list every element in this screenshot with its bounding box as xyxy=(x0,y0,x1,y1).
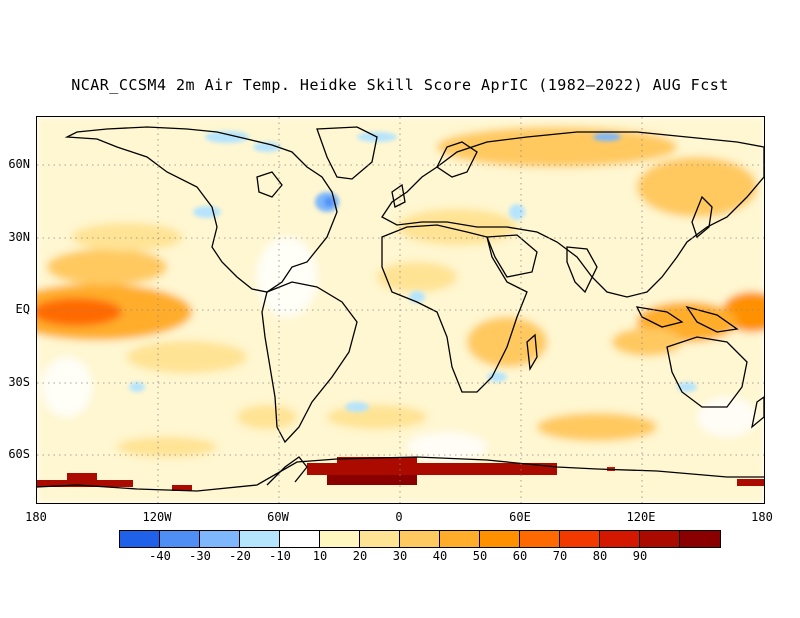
color-legend-swatch xyxy=(520,531,560,547)
lon-label-60w: 60W xyxy=(267,510,289,524)
color-legend-label: 50 xyxy=(472,549,488,563)
color-legend-label: 20 xyxy=(352,549,368,563)
color-legend-swatch xyxy=(480,531,520,547)
map-panel xyxy=(36,116,765,504)
color-legend-label: -10 xyxy=(269,549,291,563)
color-legend-swatch xyxy=(160,531,200,547)
color-legend-swatch xyxy=(360,531,400,547)
color-legend-swatch xyxy=(400,531,440,547)
color-legend-label: -40 xyxy=(149,549,171,563)
lon-label-120e: 120E xyxy=(626,510,656,524)
lat-label-60s: 60S xyxy=(8,447,30,461)
color-legend-swatch xyxy=(320,531,360,547)
color-legend-swatch xyxy=(240,531,280,547)
lon-label-180e: 180 xyxy=(751,510,773,524)
color-legend xyxy=(119,530,721,548)
color-legend-label: 30 xyxy=(392,549,408,563)
plot-title: NCAR_CCSM4 2m Air Temp. Heidke Skill Sco… xyxy=(71,76,729,94)
color-legend-swatch xyxy=(640,531,680,547)
color-legend-label: -20 xyxy=(229,549,251,563)
color-legend-label: 40 xyxy=(432,549,448,563)
color-legend-label: -30 xyxy=(189,549,211,563)
color-legend-swatch xyxy=(440,531,480,547)
lat-label-30s: 30S xyxy=(8,375,30,389)
antarctic-high-skill xyxy=(37,457,764,491)
lon-label-180w: 180 xyxy=(25,510,47,524)
color-legend-swatch xyxy=(560,531,600,547)
lon-label-0: 0 xyxy=(395,510,403,524)
color-legend-label: 80 xyxy=(592,549,608,563)
coastlines xyxy=(37,126,764,492)
color-legend-swatch xyxy=(200,531,240,547)
color-legend-label: 10 xyxy=(312,549,328,563)
skill-score-map xyxy=(37,117,764,503)
lat-label-60n: 60N xyxy=(8,157,30,171)
lon-label-60e: 60E xyxy=(509,510,531,524)
color-legend-label: 90 xyxy=(632,549,648,563)
color-legend-swatch xyxy=(120,531,160,547)
color-legend-swatch xyxy=(680,531,720,547)
color-legend-swatch xyxy=(600,531,640,547)
color-legend-label: 70 xyxy=(552,549,568,563)
color-legend-swatch xyxy=(280,531,320,547)
lon-label-120w: 120W xyxy=(142,510,172,524)
graticule xyxy=(37,117,764,503)
lat-label-eq: EQ xyxy=(15,302,30,316)
lat-label-30n: 30N xyxy=(8,230,30,244)
color-legend-label: 60 xyxy=(512,549,528,563)
